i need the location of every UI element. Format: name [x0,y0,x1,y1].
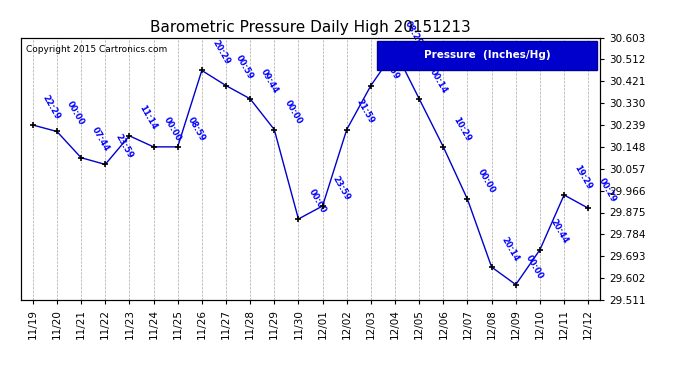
Text: 20:59: 20:59 [380,54,400,81]
Text: 00:14: 00:14 [428,67,448,94]
Text: 21:59: 21:59 [355,98,376,125]
Text: 11:14: 11:14 [138,104,159,132]
Title: Barometric Pressure Daily High 20151213: Barometric Pressure Daily High 20151213 [150,20,471,35]
Text: 19:29: 19:29 [573,163,593,191]
Text: 10:29: 10:29 [452,115,473,143]
Text: 00:00: 00:00 [307,188,328,215]
Text: 09:44: 09:44 [259,67,279,94]
Text: 00:00: 00:00 [162,116,183,143]
Text: 23:59: 23:59 [331,174,352,202]
Text: 00:29: 00:29 [597,177,618,204]
Text: 20:14: 20:14 [500,235,521,263]
Text: 20:29: 20:29 [210,39,231,66]
Text: 00:59: 00:59 [235,54,255,81]
Text: 00:00: 00:00 [476,168,497,195]
Text: 00:00: 00:00 [524,253,545,280]
Text: 08:59: 08:59 [186,115,207,143]
Text: 20:44: 20:44 [549,218,569,246]
Text: Copyright 2015 Cartronics.com: Copyright 2015 Cartronics.com [26,45,168,54]
Text: Pressure  (Inches/Hg): Pressure (Inches/Hg) [424,50,551,60]
FancyBboxPatch shape [377,42,598,70]
Text: 00:00: 00:00 [283,98,304,125]
Text: 07:44: 07:44 [90,126,110,153]
Text: 23:59: 23:59 [114,133,135,160]
Text: 08:29: 08:29 [404,19,424,46]
Text: 22:29: 22:29 [41,93,62,121]
Text: 00:00: 00:00 [66,100,86,128]
